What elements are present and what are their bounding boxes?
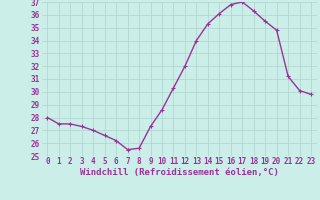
X-axis label: Windchill (Refroidissement éolien,°C): Windchill (Refroidissement éolien,°C) bbox=[80, 168, 279, 177]
